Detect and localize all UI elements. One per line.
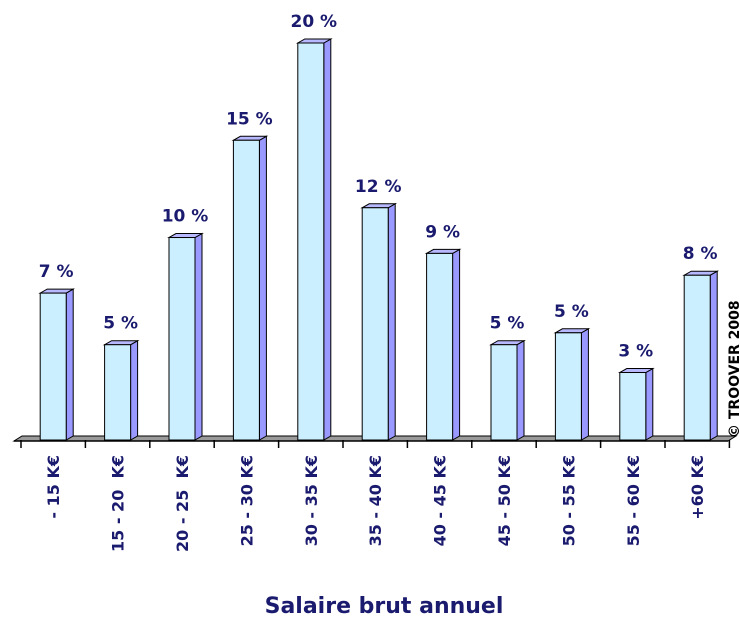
value-label: 9 % xyxy=(425,222,460,242)
bar-top xyxy=(360,203,398,209)
value-label: 3 % xyxy=(618,342,653,362)
bar-top xyxy=(489,340,526,346)
bar-front xyxy=(554,332,582,441)
bar xyxy=(489,339,526,441)
bar xyxy=(38,288,76,441)
x-tick-label: 55 - 60 K€ xyxy=(624,455,643,546)
bar-top xyxy=(553,328,591,334)
value-label: 5 % xyxy=(490,314,525,334)
bar-front xyxy=(297,42,325,441)
x-axis-label: Salaire brut annuel xyxy=(265,594,504,617)
bar-top xyxy=(295,38,333,44)
value-label: 5 % xyxy=(554,302,589,322)
x-tick-label: 15 - 20 K€ xyxy=(109,455,128,552)
value-label: 10 % xyxy=(162,207,209,227)
bar-front xyxy=(683,274,711,441)
bar-side xyxy=(709,270,718,441)
bar xyxy=(167,232,204,441)
value-label: 15 % xyxy=(226,109,273,129)
x-tick-label: 30 - 35 K€ xyxy=(302,455,321,546)
bar-top xyxy=(38,288,76,294)
value-label: 7 % xyxy=(39,262,74,282)
bar-top xyxy=(424,248,462,254)
bar-front xyxy=(490,344,518,441)
bar xyxy=(295,38,333,441)
x-tick-label: 40 - 45 K€ xyxy=(431,455,450,546)
bar-top xyxy=(231,135,269,141)
value-label: 5 % xyxy=(103,314,138,334)
x-tick-label: 20 - 25 K€ xyxy=(173,455,192,552)
bar-front xyxy=(168,237,196,441)
bar xyxy=(553,327,591,441)
bar-front xyxy=(361,207,389,441)
bar xyxy=(360,202,398,441)
bar-top xyxy=(617,368,655,374)
bar-side xyxy=(194,232,203,441)
value-label: 8 % xyxy=(683,244,718,264)
bar-side xyxy=(516,339,525,441)
x-tick-label: - 15 K€ xyxy=(44,455,63,519)
bar-side xyxy=(65,288,74,441)
bar-top xyxy=(167,233,204,239)
bar-top xyxy=(682,270,720,276)
bar-front xyxy=(426,252,454,441)
bar xyxy=(102,339,140,441)
x-tick-label: 50 - 55 K€ xyxy=(559,455,578,546)
bar-front xyxy=(104,344,132,441)
bar-front xyxy=(39,292,67,441)
bar-front xyxy=(232,139,260,441)
value-label: 20 % xyxy=(290,12,337,32)
x-tick-label: +60 K€ xyxy=(688,455,707,520)
watermark: © TROOVER 2008 xyxy=(727,300,740,438)
bar-side xyxy=(387,202,396,441)
bar-side xyxy=(130,339,139,441)
bar-top xyxy=(102,340,140,346)
bar xyxy=(617,367,655,441)
x-tick-label: 25 - 30 K€ xyxy=(237,455,256,546)
bar-front xyxy=(619,372,647,441)
bar-side xyxy=(452,248,461,441)
bar-side xyxy=(258,135,267,441)
x-tick-label: 35 - 40 K€ xyxy=(366,455,385,546)
bar-side xyxy=(580,327,589,441)
x-tick-label: 45 - 50 K€ xyxy=(495,455,514,546)
bar xyxy=(231,135,269,441)
bar xyxy=(424,248,462,441)
bar xyxy=(682,270,720,441)
bar-side xyxy=(645,367,654,441)
value-label: 12 % xyxy=(355,177,402,197)
bar-side xyxy=(323,38,332,441)
